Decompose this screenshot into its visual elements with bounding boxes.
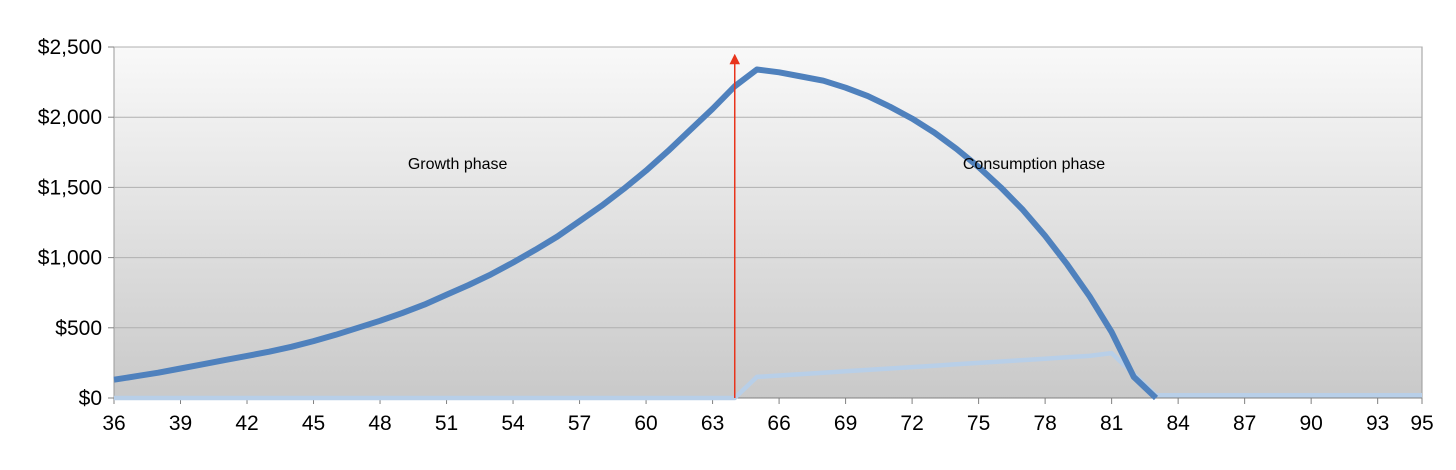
y-tick-label: $0 xyxy=(79,387,102,410)
x-tick-label: 84 xyxy=(1166,412,1190,435)
x-tick-label: 54 xyxy=(501,412,525,435)
x-tick-label: 87 xyxy=(1233,412,1256,435)
y-axis: $0 $500 $1,000 $1,500 $2,000 $2,500 xyxy=(38,36,114,410)
x-tick-label: 78 xyxy=(1033,412,1056,435)
plot-area xyxy=(113,46,1423,399)
x-tick-label: 57 xyxy=(568,412,591,435)
series-layer xyxy=(113,66,1422,401)
x-tick-label: 90 xyxy=(1299,412,1322,435)
x-tick-label: 75 xyxy=(967,412,990,435)
x-tick-label: 42 xyxy=(235,412,258,435)
x-tick-label: 51 xyxy=(435,412,458,435)
x-tick-label: 48 xyxy=(368,412,391,435)
y-tick-label: $500 xyxy=(55,317,102,340)
balance-series-line xyxy=(113,66,1159,401)
y-tick-label: $2,000 xyxy=(38,106,102,129)
x-tick-label: 69 xyxy=(834,412,857,435)
y-tick-label: $1,000 xyxy=(38,247,102,270)
x-tick-label: 60 xyxy=(634,412,657,435)
x-tick-label: 36 xyxy=(102,412,125,435)
withdrawal-series-line xyxy=(114,350,1422,401)
x-tick-label: 93 xyxy=(1366,412,1389,435)
x-tick-label: 81 xyxy=(1100,412,1123,435)
x-axis: 36 39 42 45 48 51 54 57 60 63 66 69 72 75 78 81 84 87 90 93… xyxy=(102,397,1434,435)
x-tick-label: 39 xyxy=(169,412,192,435)
x-tick-label: 72 xyxy=(900,412,923,435)
x-tick-label: 95 xyxy=(1410,412,1433,435)
y-tick-label: $2,500 xyxy=(38,36,102,59)
growth-phase-label: Growth phase xyxy=(408,156,508,173)
x-tick-label: 63 xyxy=(701,412,724,435)
y-tick-label: $1,500 xyxy=(38,176,102,199)
consumption-phase-label: Consumption phase xyxy=(963,156,1105,173)
x-tick-label: 45 xyxy=(302,412,325,435)
x-tick-label: 66 xyxy=(767,412,790,435)
